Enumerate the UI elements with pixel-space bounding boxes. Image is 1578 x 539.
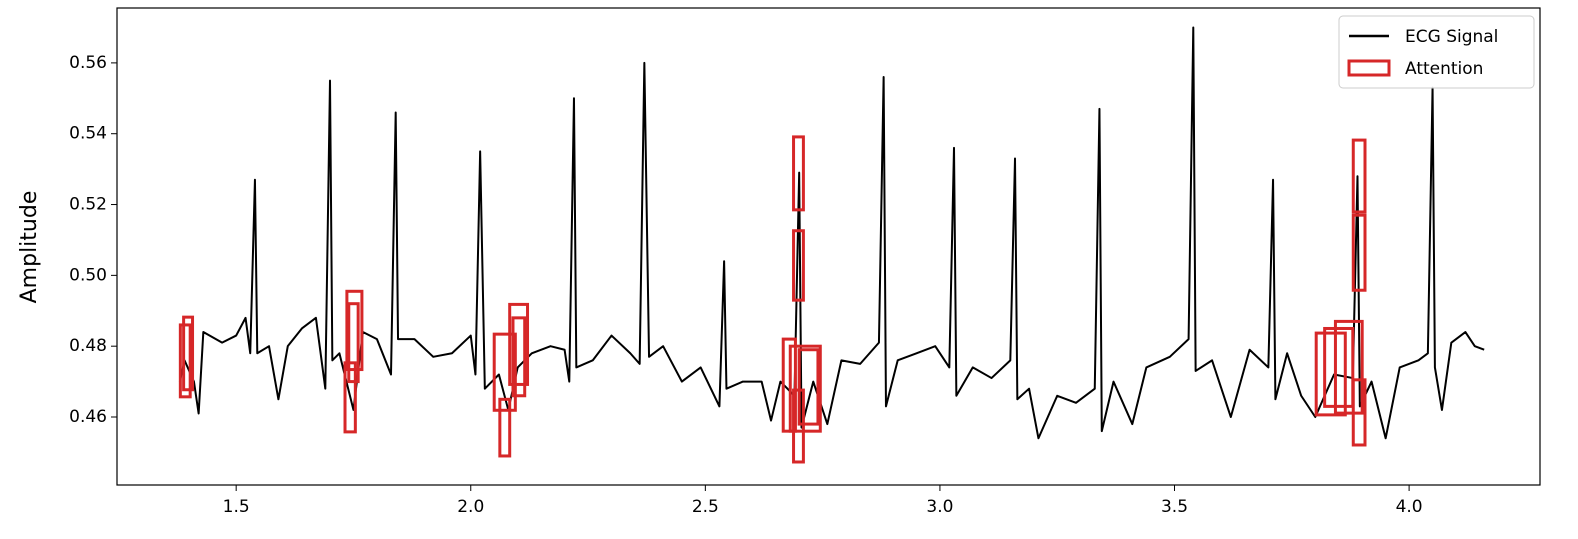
legend-label: Attention bbox=[1405, 59, 1483, 79]
attention-box bbox=[788, 344, 822, 433]
x-tick-label: 2.5 bbox=[692, 497, 719, 517]
attention-box bbox=[1351, 138, 1367, 214]
legend-swatch bbox=[1347, 59, 1391, 77]
attention-box bbox=[1323, 326, 1355, 408]
attention-box bbox=[508, 302, 530, 386]
attention-box bbox=[345, 289, 364, 372]
attention-box bbox=[1351, 378, 1367, 447]
attention-box bbox=[1333, 319, 1364, 415]
attention-box bbox=[178, 323, 192, 399]
y-tick-label: 0.56 bbox=[69, 53, 107, 73]
attention-box bbox=[1351, 213, 1367, 292]
attention-box bbox=[1314, 331, 1347, 417]
y-tick-label: 0.46 bbox=[69, 407, 107, 427]
y-tick-label: 0.52 bbox=[69, 195, 107, 215]
y-tick-label: 0.50 bbox=[69, 265, 107, 285]
plot-frame bbox=[116, 7, 1541, 486]
attention-box bbox=[797, 348, 820, 426]
attention-box bbox=[492, 332, 517, 412]
x-tick-label: 1.5 bbox=[223, 497, 250, 517]
attention-box bbox=[347, 302, 360, 384]
x-tick-label: 2.0 bbox=[457, 497, 484, 517]
ecg-line bbox=[178, 26, 1485, 440]
attention-box bbox=[182, 315, 195, 392]
x-tick-label: 4.0 bbox=[1396, 497, 1423, 517]
x-tick-label: 3.0 bbox=[926, 497, 953, 517]
y-tick-label: 0.48 bbox=[69, 336, 107, 356]
y-axis-label: Amplitude bbox=[17, 191, 42, 304]
x-tick-label: 3.5 bbox=[1161, 497, 1188, 517]
legend-label: ECG Signal bbox=[1405, 27, 1498, 47]
attention-box bbox=[792, 229, 805, 302]
attention-box bbox=[511, 316, 527, 398]
attention-box bbox=[792, 135, 805, 212]
attention-box bbox=[498, 397, 512, 458]
y-tick-label: 0.54 bbox=[69, 124, 107, 144]
